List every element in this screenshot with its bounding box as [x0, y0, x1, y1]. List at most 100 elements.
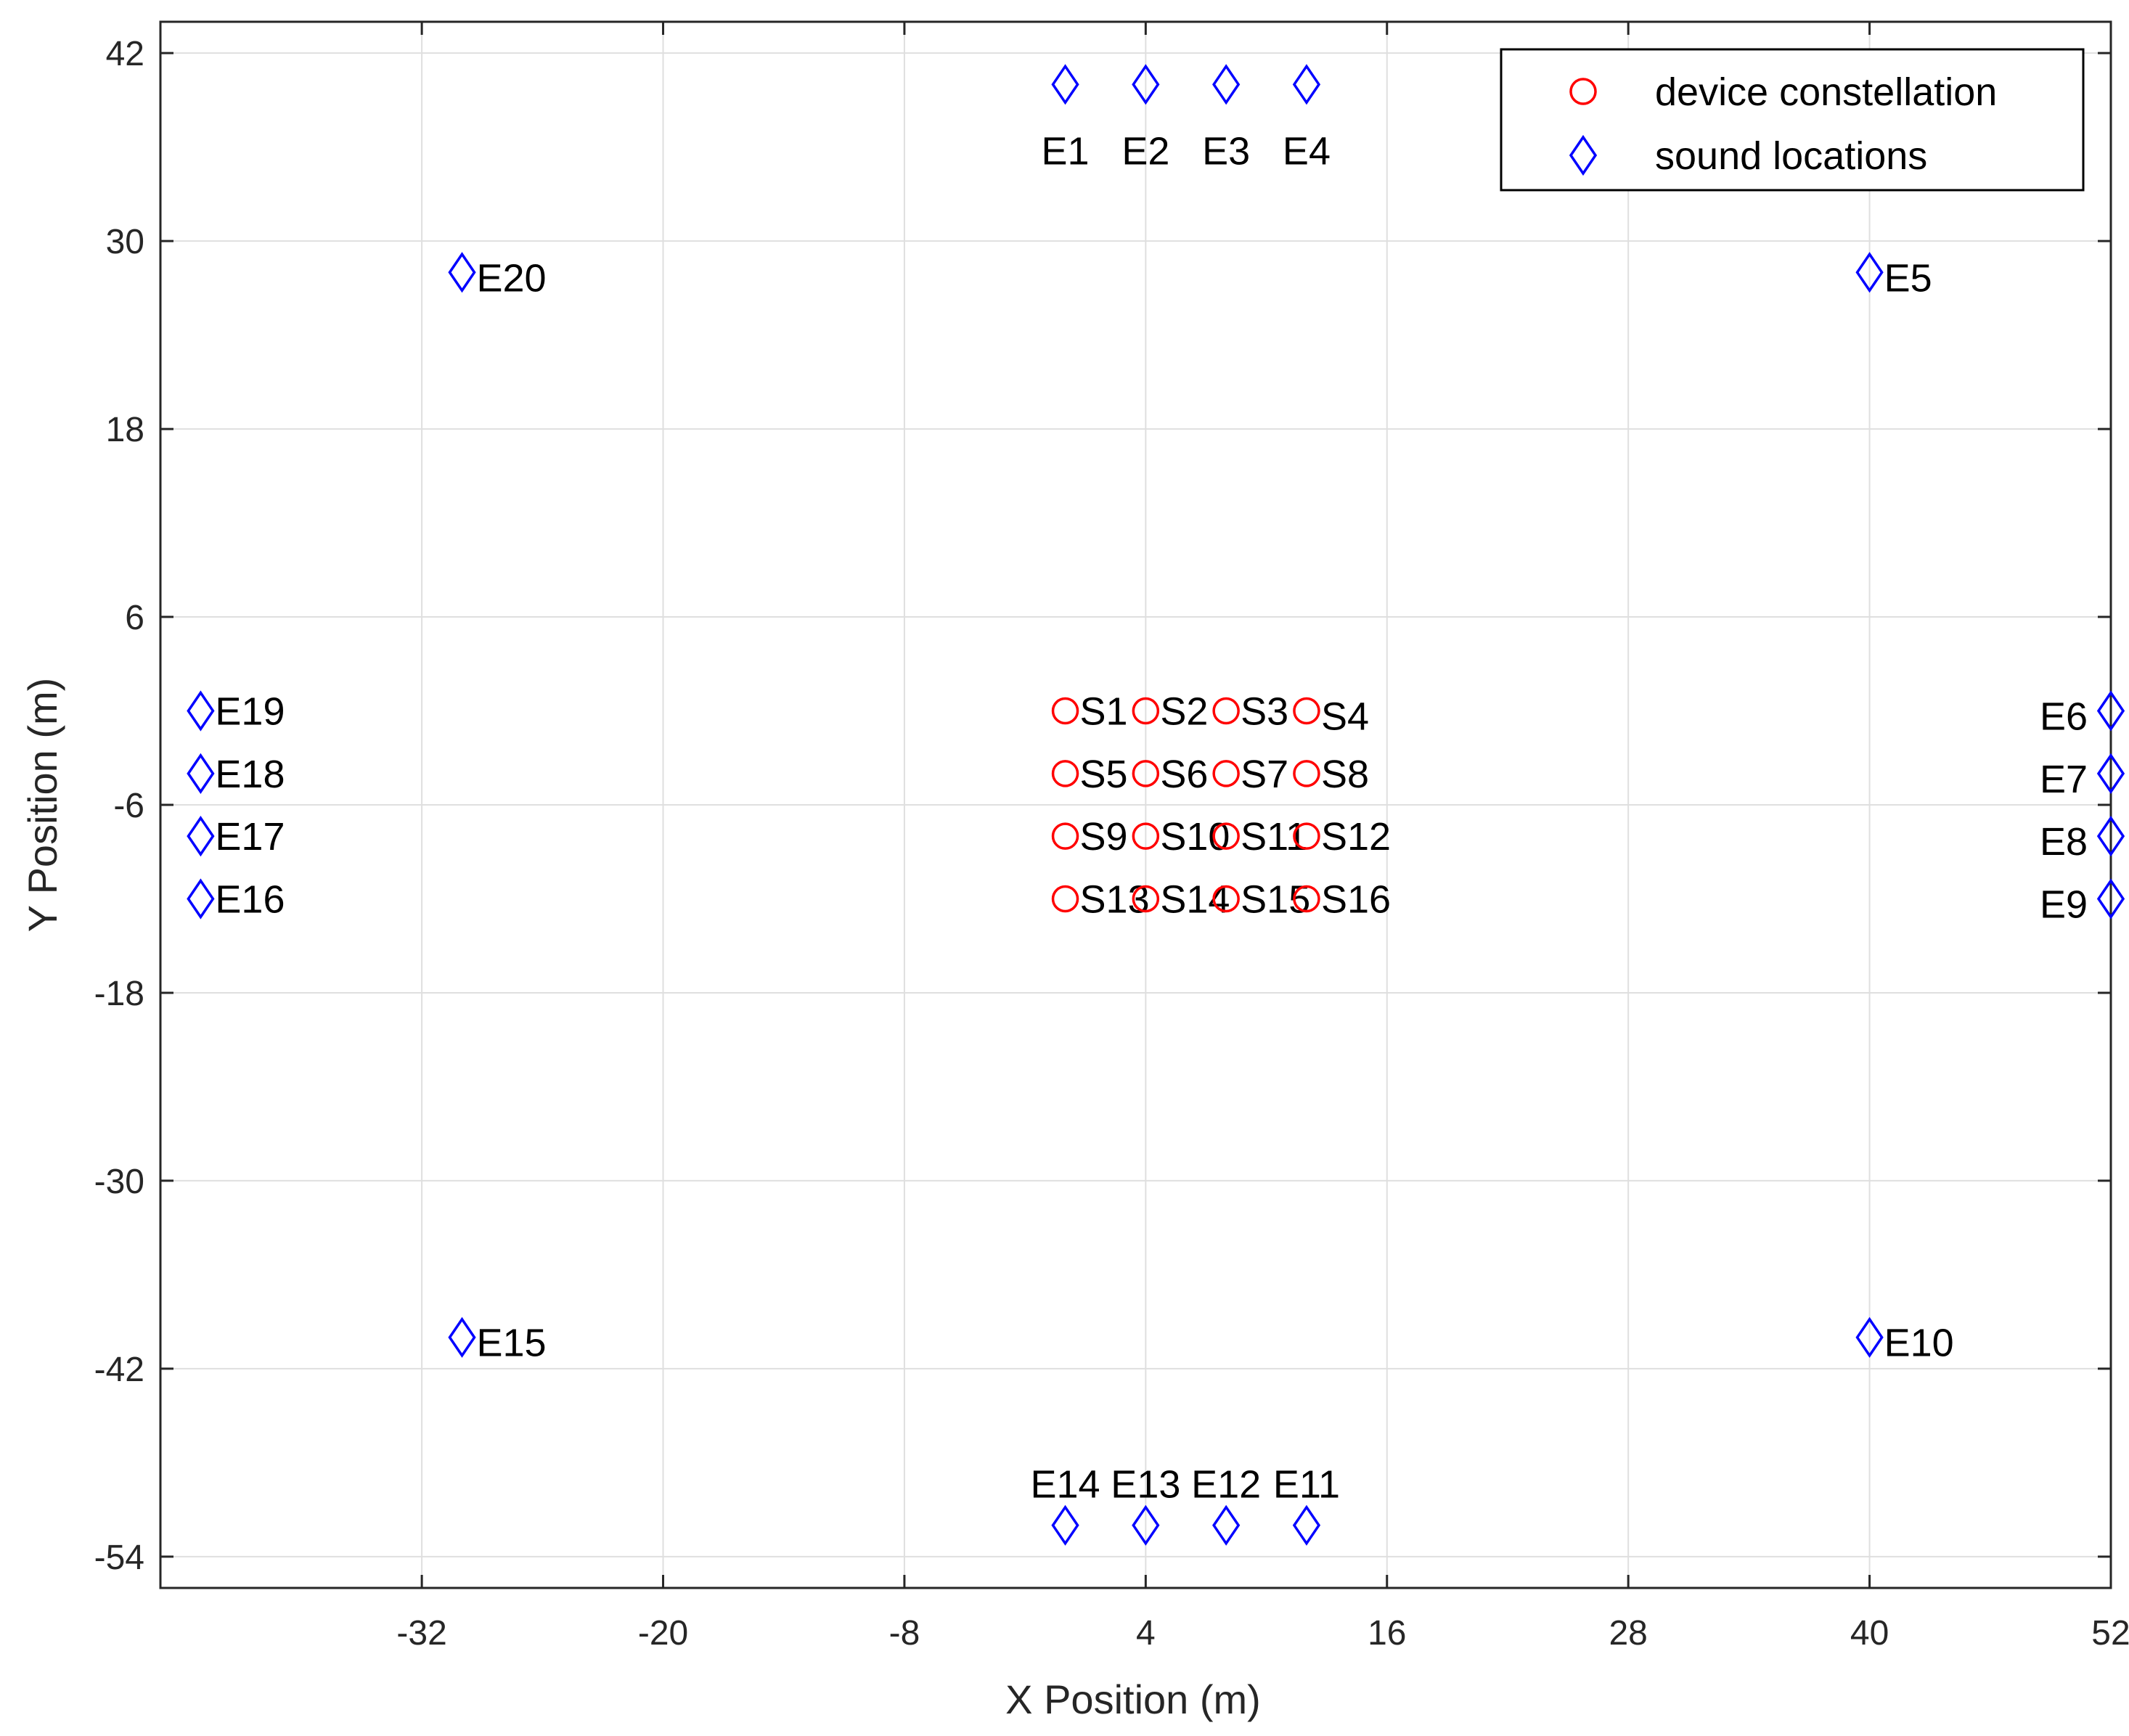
sound-marker-e13	[1132, 1504, 1160, 1546]
point-label-e18: E18	[215, 753, 285, 796]
x-tick-label: -32	[396, 1614, 446, 1653]
sound-marker-e17	[187, 816, 215, 857]
device-marker-s5	[1051, 760, 1079, 787]
point-label-e20: E20	[477, 256, 547, 300]
device-marker-s10	[1132, 822, 1160, 850]
sound-marker-e8	[2096, 816, 2125, 857]
x-tick-label: 40	[1850, 1614, 1889, 1653]
device-marker-s12	[1293, 822, 1320, 850]
point-label-e17: E17	[215, 815, 285, 859]
legend-circle-marker	[1569, 78, 1597, 105]
point-label-s3: S3	[1241, 690, 1288, 734]
point-label-s13: S13	[1080, 877, 1150, 921]
sound-marker-e9	[2096, 878, 2125, 920]
x-tick-label: 52	[2091, 1614, 2129, 1653]
point-label-s7: S7	[1241, 753, 1288, 796]
device-marker-s3	[1212, 697, 1240, 725]
x-tick-label: -20	[638, 1614, 688, 1653]
point-label-e15: E15	[477, 1322, 547, 1365]
sound-marker-e12	[1212, 1504, 1241, 1546]
sound-marker-e1	[1051, 64, 1079, 105]
sound-marker-e3	[1212, 64, 1241, 105]
sound-marker-e16	[187, 878, 215, 920]
point-label-s9: S9	[1080, 815, 1128, 859]
sound-marker-e5	[1855, 252, 1884, 293]
legend-label-sound-locations: sound locations	[1655, 134, 1927, 178]
sound-marker-e14	[1051, 1504, 1079, 1546]
point-label-e7: E7	[2040, 758, 2088, 801]
device-marker-s7	[1212, 760, 1240, 787]
point-label-e6: E6	[2040, 695, 2088, 739]
sound-marker-e19	[187, 690, 215, 732]
y-tick-label: -6	[113, 787, 144, 825]
data-points: S1 S2 S3 S4 S5 S6 S7 S8 S9 S10 S11 S12 S13 S14 S15 S16 E…	[187, 64, 2125, 1546]
y-tick-label: 18	[106, 411, 144, 449]
point-label-s15: S15	[1241, 877, 1310, 921]
sound-marker-e4	[1292, 64, 1321, 105]
point-label-s16: S16	[1321, 877, 1391, 921]
sound-marker-e18	[187, 753, 215, 794]
legend-diamond-marker	[1569, 134, 1598, 176]
device-marker-s1	[1051, 697, 1079, 725]
device-marker-s11	[1212, 822, 1240, 850]
point-label-e9: E9	[2040, 883, 2088, 926]
y-tick-label: 6	[125, 599, 144, 637]
point-label-s10: S10	[1160, 815, 1230, 859]
sound-marker-e15	[448, 1317, 476, 1358]
device-marker-s2	[1132, 697, 1160, 725]
device-marker-s4	[1293, 697, 1320, 725]
point-label-s8: S8	[1321, 753, 1369, 796]
point-label-s11: S11	[1241, 815, 1307, 859]
point-label-s2: S2	[1160, 690, 1208, 734]
point-label-e16: E16	[215, 877, 285, 921]
y-tick-label: 42	[106, 35, 144, 73]
device-marker-s16	[1293, 885, 1320, 913]
point-label-e13: E13	[1111, 1463, 1180, 1507]
point-label-s4: S4	[1321, 695, 1369, 739]
sound-marker-e20	[448, 252, 476, 293]
y-axis-label: Y Position (m)	[20, 678, 65, 933]
point-label-e10: E10	[1884, 1322, 1954, 1365]
point-label-e14: E14	[1030, 1463, 1100, 1507]
point-label-e1: E1	[1042, 129, 1090, 173]
legend-label-device-constellation: device constellation	[1655, 70, 1997, 114]
device-marker-s13	[1051, 885, 1079, 913]
x-tick-label: 16	[1368, 1614, 1406, 1653]
point-label-e5: E5	[1884, 256, 1932, 300]
point-label-s14: S14	[1160, 877, 1230, 921]
point-label-s12: S12	[1321, 815, 1391, 859]
point-label-e19: E19	[215, 690, 285, 734]
point-label-e3: E3	[1202, 129, 1250, 173]
device-marker-s6	[1132, 760, 1160, 787]
point-label-s5: S5	[1080, 753, 1128, 796]
point-label-e12: E12	[1191, 1463, 1261, 1507]
point-label-e8: E8	[2040, 820, 2088, 864]
device-marker-s14	[1132, 885, 1160, 913]
legend: device constellation sound locations	[1500, 48, 2085, 192]
y-tick-label: -54	[94, 1539, 144, 1577]
axis-ticks: -32 -20 -8 4 16 28 40 52 42 30 18 6 -6 -18 -30 -42 -54	[94, 22, 2129, 1653]
point-label-e4: E4	[1283, 129, 1331, 173]
device-marker-s8	[1293, 760, 1320, 787]
y-tick-label: -42	[94, 1351, 144, 1389]
sound-marker-e6	[2096, 690, 2125, 732]
sound-marker-e2	[1132, 64, 1160, 105]
point-label-e11: E11	[1273, 1463, 1340, 1507]
device-marker-s15	[1212, 885, 1240, 913]
y-tick-label: -18	[94, 975, 144, 1013]
point-label-e2: E2	[1121, 129, 1169, 173]
x-axis-label: X Position (m)	[1005, 1676, 1261, 1722]
x-tick-label: -8	[889, 1614, 920, 1653]
x-tick-label: 4	[1136, 1614, 1156, 1653]
point-label-s1: S1	[1080, 690, 1128, 734]
legend-box	[1500, 48, 2085, 192]
y-tick-label: 30	[106, 223, 144, 261]
sound-marker-e11	[1292, 1504, 1321, 1546]
x-tick-label: 28	[1609, 1614, 1647, 1653]
point-label-s6: S6	[1160, 753, 1208, 796]
device-marker-s9	[1051, 822, 1079, 850]
sound-marker-e10	[1855, 1317, 1884, 1358]
y-tick-label: -30	[94, 1163, 144, 1201]
plot-frame	[159, 20, 2112, 1589]
